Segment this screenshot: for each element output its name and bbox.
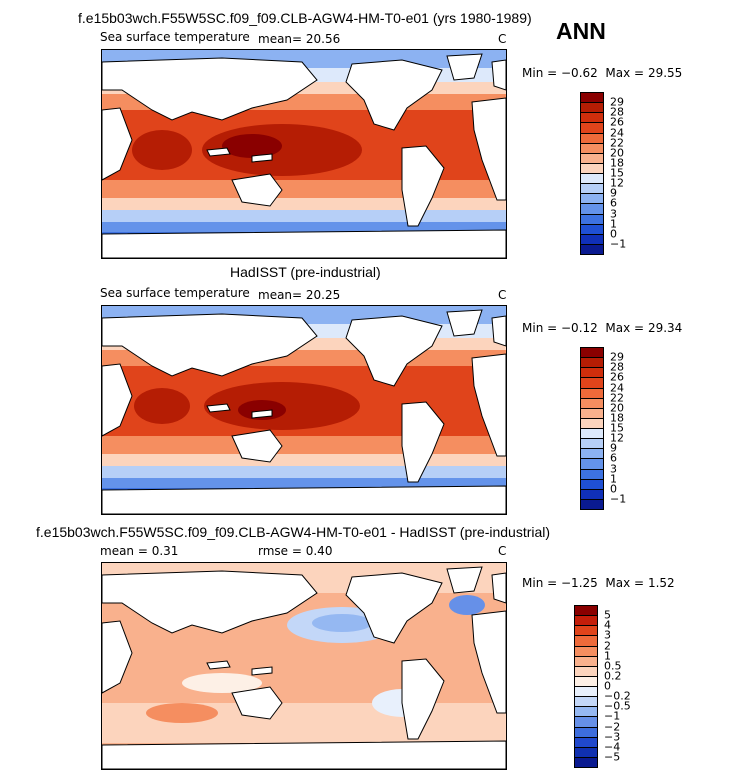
colorbar-label: 1 <box>604 649 611 663</box>
panel2-map-svg <box>102 306 506 514</box>
colorbar-label: 3 <box>604 628 611 642</box>
colorbar-label: 20 <box>610 401 624 415</box>
colorbar-swatch <box>580 243 604 255</box>
panel1-title: f.e15b03wch.F55W5SC.f09_f09.CLB-AGW4-HM-… <box>78 10 532 26</box>
colorbar-label: 18 <box>610 156 624 170</box>
colorbar-label: 29 <box>610 95 624 109</box>
colorbar-label: −2 <box>604 720 621 733</box>
panel3-colorbar: 5 4 3 2 1 0.5 0.2 0 −0.2 −0.5 −1 −2 −3 −4 −5 <box>574 605 634 768</box>
panel1-map-svg <box>102 50 506 258</box>
colorbar-label: 26 <box>610 115 624 129</box>
colorbar-swatch <box>574 756 598 768</box>
colorbar-label: 9 <box>610 441 617 455</box>
panel1-colorbar: 29 28 26 24 22 20 18 15 12 9 6 3 1 0 −1 <box>580 92 640 255</box>
panel1-min-label: Min = <box>522 66 558 80</box>
colorbar-label: 22 <box>610 136 624 150</box>
colorbar-label: 3 <box>610 462 617 475</box>
panel2-mean: mean= 20.25 <box>258 288 341 302</box>
colorbar-label: 0.2 <box>604 669 622 683</box>
panel3-map-svg <box>102 563 506 769</box>
panel2-title: HadISST (pre-industrial) <box>230 264 381 280</box>
colorbar-label: 15 <box>610 166 624 180</box>
colorbar-label: 12 <box>610 176 624 190</box>
panel3-title: f.e15b03wch.F55W5SC.f09_f09.CLB-AGW4-HM-… <box>36 524 551 540</box>
panel2-min-label: Min = <box>522 321 558 335</box>
colorbar-label: 0 <box>610 482 617 496</box>
panel3-min-label: Min = <box>522 576 558 590</box>
colorbar-label: 1 <box>610 472 617 486</box>
colorbar-label: −1 <box>604 709 621 723</box>
panel1-minmax: Min = −0.62 Max = 29.55 <box>522 66 682 80</box>
panel2-minmax: Min = −0.12 Max = 29.34 <box>522 321 682 335</box>
colorbar-label: 15 <box>610 421 624 435</box>
colorbar-label: −0.5 <box>604 699 631 713</box>
colorbar-label: 0.5 <box>604 659 622 673</box>
panel2-max-label: Max = <box>605 321 645 335</box>
panel3-max-label: Max = <box>605 576 645 590</box>
panel2-max-value: 29.34 <box>647 321 683 335</box>
panel1-units: C <box>498 32 507 46</box>
colorbar-label: 3 <box>610 207 617 220</box>
colorbar-label: 18 <box>610 411 624 425</box>
colorbar-label: 9 <box>610 186 617 200</box>
panel1-max-value: 29.55 <box>647 66 683 80</box>
colorbar-label: 0 <box>604 679 611 693</box>
panel3-units: C <box>498 544 507 558</box>
panel2-map <box>101 305 507 515</box>
colorbar-label: −0.2 <box>604 689 631 703</box>
colorbar-label: 20 <box>610 146 624 160</box>
panel3-max-value: 1.52 <box>647 576 675 590</box>
panel2-variable: Sea surface temperature <box>100 286 250 300</box>
colorbar-label: −5 <box>604 750 621 764</box>
colorbar-label: 1 <box>610 217 617 231</box>
colorbar-label: 2 <box>604 639 611 652</box>
panel2-min-value: −0.12 <box>561 321 598 335</box>
panel2-colorbar: 29 28 26 24 22 20 18 15 12 9 6 3 1 0 −1 <box>580 347 640 510</box>
colorbar-label: 24 <box>610 126 624 139</box>
colorbar-label: 28 <box>610 105 624 119</box>
panel1-map <box>101 49 507 259</box>
colorbar-label: 12 <box>610 431 624 445</box>
colorbar-swatch <box>580 498 604 510</box>
colorbar-label: 6 <box>610 451 617 465</box>
panel1-mean: mean= 20.56 <box>258 32 341 46</box>
colorbar-label: −4 <box>604 740 621 754</box>
panel3-mean: mean = 0.31 <box>100 544 179 558</box>
colorbar-label: −3 <box>604 730 621 744</box>
panel3-map <box>101 562 507 770</box>
colorbar-label: 24 <box>610 381 624 394</box>
colorbar-label: 6 <box>610 196 617 210</box>
colorbar-label: 28 <box>610 360 624 374</box>
panel3-min-value: −1.25 <box>561 576 598 590</box>
colorbar-label: −1 <box>610 237 627 251</box>
colorbar-label: 26 <box>610 370 624 384</box>
panel1-max-label: Max = <box>605 66 645 80</box>
colorbar-label: 0 <box>610 227 617 241</box>
panel2-units: C <box>498 288 507 302</box>
colorbar-label: −1 <box>610 492 627 506</box>
colorbar-label: 29 <box>610 350 624 364</box>
panel1-min-value: −0.62 <box>561 66 598 80</box>
season-label: ANN <box>556 18 606 44</box>
colorbar-label: 5 <box>604 608 611 622</box>
panel3-rmse: rmse = 0.40 <box>258 544 333 558</box>
colorbar-label: 4 <box>604 618 611 632</box>
colorbar-label: 22 <box>610 391 624 405</box>
panel1-variable: Sea surface temperature <box>100 30 250 44</box>
panel3-minmax: Min = −1.25 Max = 1.52 <box>522 576 675 590</box>
